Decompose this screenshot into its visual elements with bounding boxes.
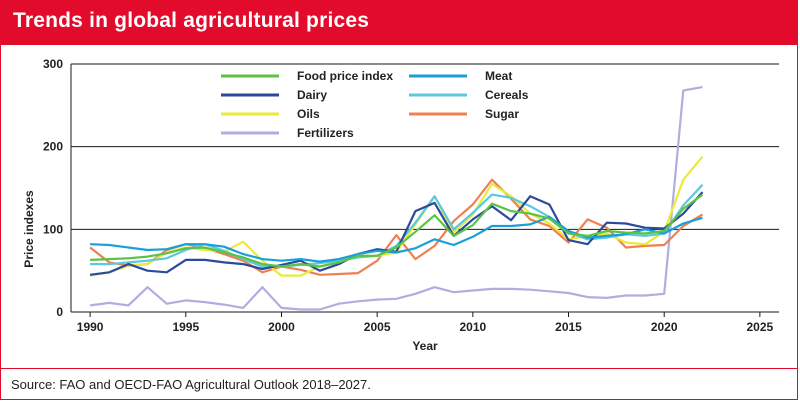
series-line-meat — [90, 215, 703, 263]
x-tick-label: 2010 — [459, 320, 486, 334]
series-lines — [89, 86, 704, 311]
chart-title: Trends in global agricultural prices — [13, 9, 370, 32]
x-tick-label: 2000 — [268, 320, 295, 334]
footer: Source: FAO and OECD-FAO Agricultural Ou… — [1, 368, 797, 402]
line-chart: 0 100 200 300 1990 1995 2000 2005 2010 2015 2020 20… — [22, 57, 779, 353]
x-tick-label: 2020 — [651, 320, 678, 334]
legend-label-oils: Oils — [297, 107, 320, 121]
y-tick-label: 0 — [56, 305, 63, 319]
header-bar: Trends in global agricultural prices — [1, 1, 797, 45]
x-tick-label: 1995 — [172, 320, 199, 334]
series-line-food-price-index — [90, 193, 704, 268]
series-line-oils — [89, 155, 704, 277]
y-tick-label: 300 — [43, 57, 63, 71]
y-tick-label: 100 — [43, 222, 63, 236]
series-line-dairy — [89, 191, 704, 276]
legend-label-meat: Meat — [485, 69, 512, 83]
x-axis-label: Year — [412, 339, 438, 353]
y-tick-label: 200 — [43, 140, 63, 154]
x-tick-label: 2025 — [747, 320, 774, 334]
y-axis-label: Price indexes — [22, 190, 36, 268]
series-line-fertilizers — [89, 86, 703, 311]
legend-label-dairy: Dairy — [297, 88, 327, 102]
legend-label-cereals: Cereals — [485, 88, 529, 102]
legend-label-sugar: Sugar — [485, 107, 519, 121]
x-tick-label: 1990 — [77, 320, 104, 334]
legend: Food price index Meat Dairy Cereals Oils Suga… — [215, 68, 550, 146]
x-tick-label: 2015 — [555, 320, 582, 334]
series-line-cereals — [90, 183, 704, 268]
x-tick-label: 2005 — [364, 320, 391, 334]
legend-label-food-price-index: Food price index — [297, 69, 393, 83]
series-line-sugar — [89, 178, 704, 276]
axes: 0 100 200 300 1990 1995 2000 2005 2010 2015 2020 20… — [43, 57, 774, 334]
legend-label-fertilizers: Fertilizers — [297, 126, 354, 140]
source-note: Source: FAO and OECD-FAO Agricultural Ou… — [11, 377, 371, 392]
